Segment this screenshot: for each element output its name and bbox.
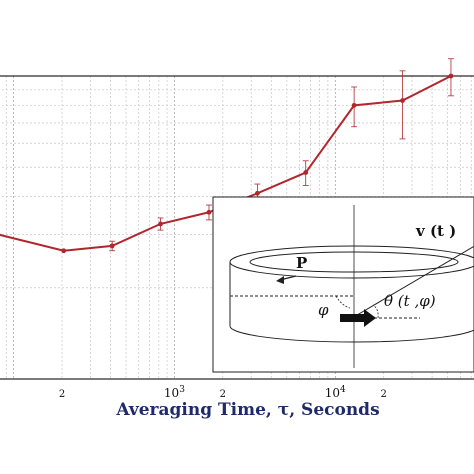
x-axis-label: Averaging Time, τ, Seconds (115, 400, 379, 420)
data-point (109, 243, 115, 249)
phi-angle-arc (335, 295, 351, 309)
x-tick-label: 2 (220, 389, 226, 400)
thick-arrow-body (340, 314, 366, 322)
theta-label: θ (t ,φ) (384, 292, 436, 310)
velocity-vector-line (351, 245, 474, 319)
plot-frame (0, 75, 474, 380)
data-point (303, 170, 309, 175)
x-tick-label: 103 (164, 385, 185, 400)
data-point (400, 98, 405, 103)
inset-frame (212, 196, 474, 373)
data-point (158, 221, 163, 227)
velocity-label: v (t ) (415, 222, 456, 240)
phi-label: φ (318, 301, 329, 319)
data-point (351, 102, 357, 108)
ring-inner-top (249, 251, 459, 273)
polarization-arrowhead (276, 276, 284, 284)
data-point (254, 190, 260, 196)
x-tick-label: 2 (59, 389, 65, 400)
polarization-label: P (296, 254, 307, 272)
inset-diagram: v (t ) P φ θ (t ,φ) (212, 196, 474, 373)
data-point (206, 209, 212, 215)
ring-bottom-edge (229, 325, 474, 343)
x-tick-label: 2 (380, 389, 386, 400)
ring-outer-top (229, 245, 474, 279)
x-tick-labels: 2 103 2 104 2 (59, 385, 387, 400)
x-tick-label: 104 (325, 385, 346, 400)
data-point (448, 73, 454, 79)
thick-arrow-head (364, 309, 376, 327)
theta-angle-arc (372, 304, 379, 319)
data-point (61, 248, 67, 254)
